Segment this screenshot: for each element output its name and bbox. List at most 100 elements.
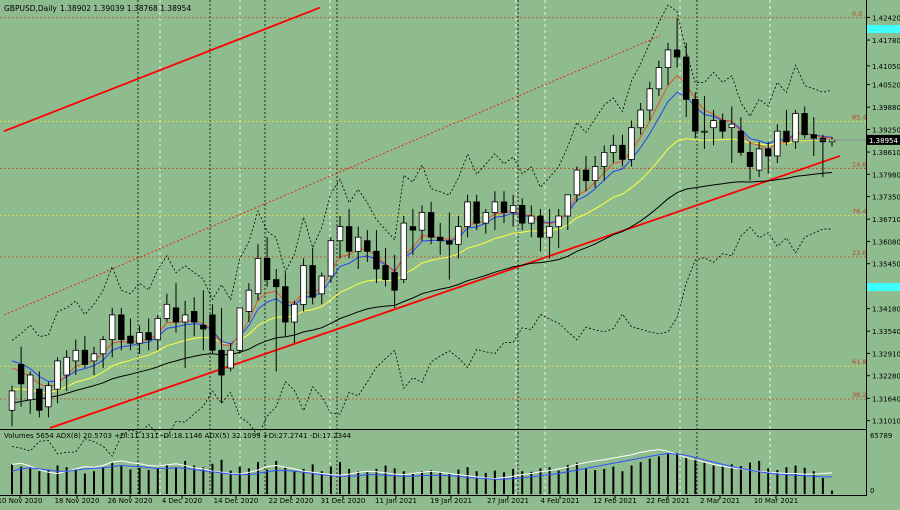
date-tick-label: 2 Mar 2021 (700, 497, 740, 505)
candle-body (591, 166, 599, 182)
candle-body (765, 148, 772, 157)
candle-body (218, 349, 225, 376)
price-tick-label: 1.33540 (872, 328, 900, 336)
candle-body (172, 307, 180, 323)
candle-body (364, 240, 371, 252)
price-tick-label: 1.32280 (872, 373, 900, 381)
candle-body (673, 49, 681, 58)
mid-trendline (3, 35, 661, 316)
date-tick-label: 11 Jan 2021 (375, 497, 417, 505)
candle-body (500, 201, 508, 213)
candle-body (774, 130, 781, 157)
fib-label: 38.2 (852, 391, 866, 399)
vertical-separators (137, 0, 771, 495)
candle-body (63, 356, 70, 376)
adx-white-line (11, 448, 833, 480)
price-tick-label: 1.41780 (872, 37, 900, 45)
candle-body (446, 240, 453, 245)
candle-body (272, 279, 280, 288)
candle-body (136, 332, 143, 344)
candle-body (291, 303, 298, 323)
candle-body (637, 109, 644, 129)
candle-body (537, 215, 544, 238)
current-price-label: 1.38954 (869, 137, 898, 145)
candle-body (628, 127, 635, 160)
date-tick-label: 22 Feb 2021 (646, 497, 690, 505)
price-tick-label: 1.35450 (872, 261, 900, 269)
date-tick-label: 10 Mar 2021 (754, 497, 798, 505)
candle-body (382, 265, 389, 281)
candle-body (573, 169, 581, 196)
fib-label: 85.4 (852, 113, 866, 121)
date-tick-label: 31 Dec 2020 (321, 497, 366, 505)
fibonacci-levels: 0.0 85.4 14.6 76.4 23.6 61.8 38.2 (0, 10, 866, 400)
lower-trendline (49, 155, 841, 429)
candle-body (546, 226, 553, 238)
candle-body (473, 201, 480, 224)
candle-body (154, 318, 161, 341)
candle-body (336, 226, 344, 242)
candle-body (200, 325, 207, 330)
candle-body (582, 169, 590, 182)
ohlc-readout: 1.38902 1.39039 1.38768 1.38954 (60, 4, 191, 13)
candle-body (391, 272, 398, 291)
price-tick-label: 1.36080 (872, 238, 900, 246)
candle-body (90, 353, 98, 362)
volume-axis-min: 0 (870, 487, 874, 495)
symbol-label: GBPUSD,Daily (4, 4, 57, 13)
price-tick-label: 1.39250 (872, 126, 900, 134)
bollinger-bands (11, 4, 833, 457)
candle-body (263, 257, 271, 280)
trend-channel (3, 6, 841, 429)
candle-body (99, 339, 107, 355)
price-tick-label: 1.31010 (872, 418, 900, 426)
fib-label: 14.6 (852, 160, 866, 168)
fib-label: 23.6 (852, 249, 866, 257)
price-tick-label: 1.31640 (872, 395, 900, 403)
price-tick-label: 1.38610 (872, 149, 900, 157)
candle-body (564, 194, 571, 217)
candle-body (26, 374, 34, 401)
candle-body (236, 307, 243, 351)
candle-body (17, 363, 25, 385)
price-tick-label: 1.42420 (872, 14, 900, 22)
candle-body (127, 335, 134, 344)
candle-body (418, 212, 426, 231)
price-tick-label: 1.36710 (872, 216, 900, 224)
candle-body (792, 113, 799, 143)
candle-body (436, 236, 444, 242)
candle-body (190, 310, 198, 323)
fib-label: 76.4 (852, 207, 866, 215)
candle-body (610, 144, 617, 153)
candle-body (282, 286, 289, 323)
candlesticks (8, 18, 836, 427)
candle-body (72, 349, 79, 362)
date-tick-label: 22 Dec 2020 (269, 497, 314, 505)
candle-body (810, 134, 817, 139)
candle-body (519, 204, 526, 224)
candle-body (354, 236, 362, 252)
volume-histogram (11, 452, 833, 494)
price-tick-label: 1.39880 (872, 104, 900, 112)
date-tick-label: 18 Nov 2020 (55, 497, 100, 505)
candle-body (555, 215, 562, 228)
price-tick-label: 1.32910 (872, 350, 900, 358)
candle-body (145, 332, 152, 341)
price-axis: 1.42420 1.41780 1.41050 1.40520 1.39880 1.392… (0, 0, 900, 496)
price-tick-label: 1.37980 (872, 171, 900, 179)
date-tick-label: 27 Jan 2021 (487, 497, 529, 505)
candle-body (318, 275, 325, 295)
price-tick-label: 1.34180 (872, 306, 900, 314)
candle-body (710, 120, 717, 129)
candle-body (728, 123, 735, 128)
current-price-box (867, 134, 900, 145)
candle-body (409, 226, 417, 231)
date-tick-label: 10 Nov 2020 (0, 497, 42, 505)
price-tick-label: 1.41050 (872, 63, 900, 71)
adx-lines (11, 448, 833, 480)
candle-body (755, 148, 763, 171)
candle-body (373, 250, 380, 270)
candle-body (81, 349, 89, 365)
